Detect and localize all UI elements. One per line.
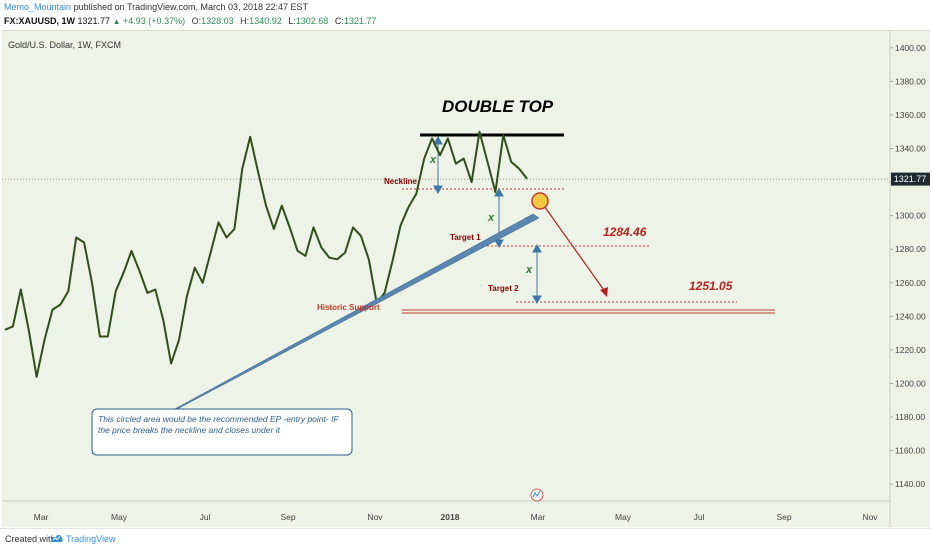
close-value: 1321.77 — [343, 16, 377, 26]
x-tick-label: Mar — [34, 512, 49, 522]
target2-value: 1251.05 — [689, 279, 733, 293]
author-link[interactable]: Memo_Mountain — [4, 2, 72, 12]
tradingview-logo-icon — [51, 534, 63, 542]
arrow-head-icon — [494, 239, 504, 249]
x-tick-label: May — [111, 512, 128, 522]
arrow-head-icon — [433, 135, 443, 145]
x-tick-label: Nov — [862, 512, 878, 522]
publish-info: Memo_Mountain published on TradingView.c… — [4, 2, 308, 12]
created-with-text: Created with — [5, 534, 56, 544]
price-chart[interactable]: Gold/U.S. Dollar, 1W, FXCM 1400.00 1380.0… — [2, 31, 930, 527]
chart-title: Gold/U.S. Dollar, 1W, FXCM — [8, 40, 121, 50]
x-tick-label: Mar — [531, 512, 546, 522]
y-tick-label: 1240.00 — [895, 311, 926, 321]
projection-arrow[interactable] — [541, 202, 607, 294]
measure-x-1: x — [429, 154, 437, 166]
historic-support-label: Historic Support — [317, 303, 380, 312]
x-tick-label: 2018 — [441, 512, 460, 522]
note-text: This circled area would be the recommend… — [98, 414, 339, 435]
close-key: C: — [334, 16, 344, 26]
x-tick-label: Nov — [367, 512, 383, 522]
entry-point-marker[interactable] — [531, 192, 549, 210]
y-tick-label: 1140.00 — [895, 479, 925, 489]
target2-label: Target 2 — [488, 284, 519, 293]
measure-x-2: x — [487, 212, 495, 224]
arrow-head-icon — [600, 287, 608, 297]
y-tick-label: 1160.00 — [895, 446, 925, 456]
up-triangle-icon: ▲ — [112, 17, 121, 26]
y-tick-label: 1260.00 — [895, 278, 926, 288]
current-price-value: 1321.77 — [894, 174, 927, 184]
price-axis[interactable]: 1400.001380.001360.001340.001320.001300.… — [890, 43, 926, 489]
chart-header: Memo_Mountain published on TradingView.c… — [0, 0, 932, 28]
last-price: 1321.77 — [77, 16, 111, 26]
x-tick-label: May — [615, 512, 632, 522]
target1-value: 1284.46 — [603, 225, 647, 239]
y-tick-label: 1300.00 — [895, 211, 926, 221]
symbol-label: FX:XAUUSD, 1W — [4, 16, 76, 26]
y-tick-label: 1340.00 — [895, 144, 926, 154]
y-tick-label: 1360.00 — [895, 110, 926, 120]
quote-line: FX:XAUUSD, 1W 1321.77 ▲ +4.93 (+0.37%) O… — [4, 16, 376, 26]
arrow-head-icon — [494, 187, 504, 197]
time-axis[interactable]: Mar May Jul Sep Nov 2018 Mar May Jul Sep Nov — [34, 512, 879, 522]
price-line[interactable] — [4, 130, 528, 378]
y-tick-label: 1220.00 — [895, 345, 926, 355]
double-top-label: DOUBLE TOP — [442, 97, 554, 116]
measure-x-3: x — [525, 264, 533, 276]
x-tick-label: Jul — [200, 512, 211, 522]
low-key: L: — [288, 16, 296, 26]
high-value: 1340.92 — [249, 16, 282, 26]
x-tick-label: Jul — [694, 512, 705, 522]
x-tick-label: Sep — [280, 512, 295, 522]
x-tick-label: Sep — [776, 512, 791, 522]
note-text-container: This circled area would be the recommend… — [98, 414, 339, 435]
open-key: O: — [191, 16, 202, 26]
tradingview-watermark-icon — [530, 488, 544, 502]
footer: Created with TradingView — [0, 528, 932, 551]
high-key: H: — [240, 16, 250, 26]
published-text: published on TradingView.com, March 03, … — [73, 2, 309, 12]
y-tick-label: 1380.00 — [895, 76, 926, 86]
chart-area[interactable]: Gold/U.S. Dollar, 1W, FXCM 1400.00 1380.0… — [2, 30, 930, 527]
open-value: 1328.03 — [201, 16, 234, 26]
y-tick-label: 1280.00 — [895, 244, 926, 254]
target1-label: Target 1 — [450, 233, 481, 242]
price-change: +4.93 (+0.37%) — [123, 16, 186, 26]
measure-arrows — [433, 135, 542, 305]
y-tick-label: 1400.00 — [895, 43, 926, 53]
callout-pointer — [91, 213, 540, 455]
arrow-head-icon — [532, 295, 542, 305]
arrow-head-icon — [532, 243, 542, 253]
y-tick-label: 1180.00 — [895, 412, 925, 422]
current-price-tag — [891, 172, 930, 186]
tradingview-brand-link[interactable]: TradingView — [66, 534, 116, 544]
note-callout[interactable] — [91, 408, 353, 456]
y-tick-label: 1200.00 — [895, 379, 926, 389]
low-value: 1302.68 — [295, 16, 329, 26]
neckline-label: Neckline — [384, 177, 417, 186]
arrow-head-icon — [433, 185, 443, 195]
